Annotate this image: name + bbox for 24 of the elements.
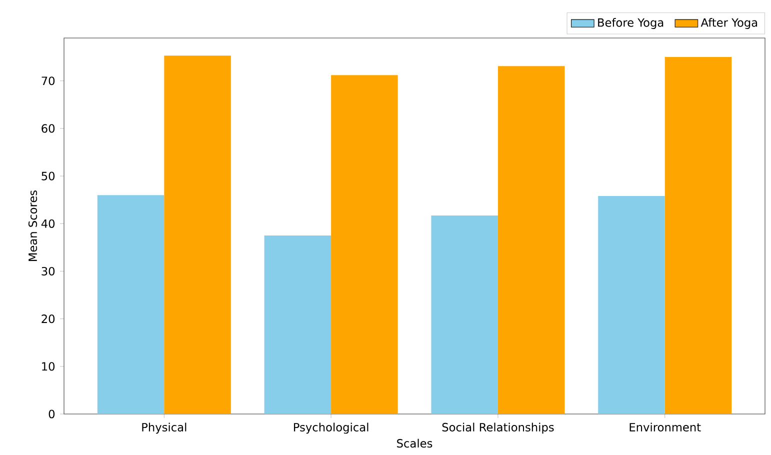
y-tick-label: 20 (42, 314, 55, 324)
y-axis-title: Mean Scores (28, 190, 38, 261)
x-tick-label: Environment (630, 422, 701, 432)
bar (664, 57, 732, 414)
y-tick-label: 50 (42, 172, 55, 180)
legend-label: After Yoga (700, 18, 758, 30)
y-tick-label: 0 (48, 410, 55, 418)
bar (264, 236, 332, 414)
bar (598, 196, 665, 414)
bar (498, 66, 565, 414)
x-tick-label: Physical (142, 422, 186, 434)
x-axis-title: Scales (397, 438, 432, 448)
bar (97, 195, 164, 414)
y-tick-label: 70 (42, 76, 55, 86)
bar (331, 75, 398, 414)
y-tick-label: 10 (42, 362, 55, 371)
y-tick-label: 40 (41, 219, 55, 228)
y-tick-label: 30 (42, 266, 55, 276)
x-tick-label: Psychological (294, 422, 368, 434)
y-tick-label: 60 (42, 124, 55, 133)
bar (164, 56, 231, 414)
legend-label: Before Yoga (598, 18, 664, 30)
bar (431, 216, 498, 414)
x-tick-label: Social Relationships (442, 422, 554, 434)
